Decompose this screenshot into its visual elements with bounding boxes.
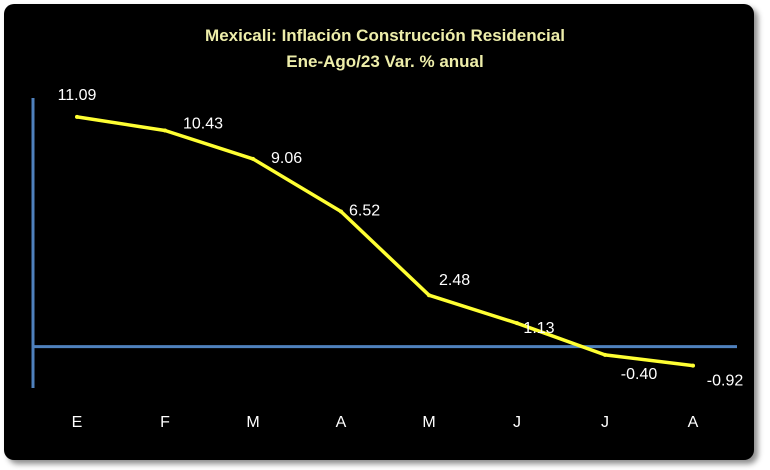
data-point — [75, 114, 79, 119]
data-point — [251, 156, 255, 161]
data-label: 10.43 — [183, 116, 223, 133]
chart-title: Mexicali: Inflación Construcción Residen… — [205, 26, 565, 45]
data-label: 1.13 — [523, 320, 554, 337]
x-tick-label: J — [513, 414, 521, 431]
chart-frame — [4, 4, 754, 460]
data-point — [163, 128, 167, 133]
data-point — [603, 352, 607, 357]
series-line — [75, 115, 695, 368]
x-tick-label: M — [246, 414, 259, 431]
chart-subtitle: Ene-Ago/23 Var. % anual — [286, 52, 483, 71]
data-label: -0.40 — [621, 366, 658, 383]
data-point — [515, 321, 519, 326]
data-label: 6.52 — [349, 203, 380, 220]
data-point — [339, 209, 343, 214]
x-tick-label: A — [688, 414, 699, 431]
data-label: 9.06 — [271, 150, 302, 167]
data-label: 11.09 — [58, 87, 97, 104]
x-tick-label: F — [160, 414, 170, 431]
data-label: -0.92 — [707, 373, 744, 390]
x-tick-label: A — [336, 414, 347, 431]
data-point — [691, 363, 695, 368]
data-point — [427, 293, 431, 298]
x-tick-label: M — [422, 414, 435, 431]
data-label: 2.48 — [439, 272, 470, 289]
x-tick-label: E — [72, 414, 83, 431]
x-tick-label: J — [601, 414, 609, 431]
